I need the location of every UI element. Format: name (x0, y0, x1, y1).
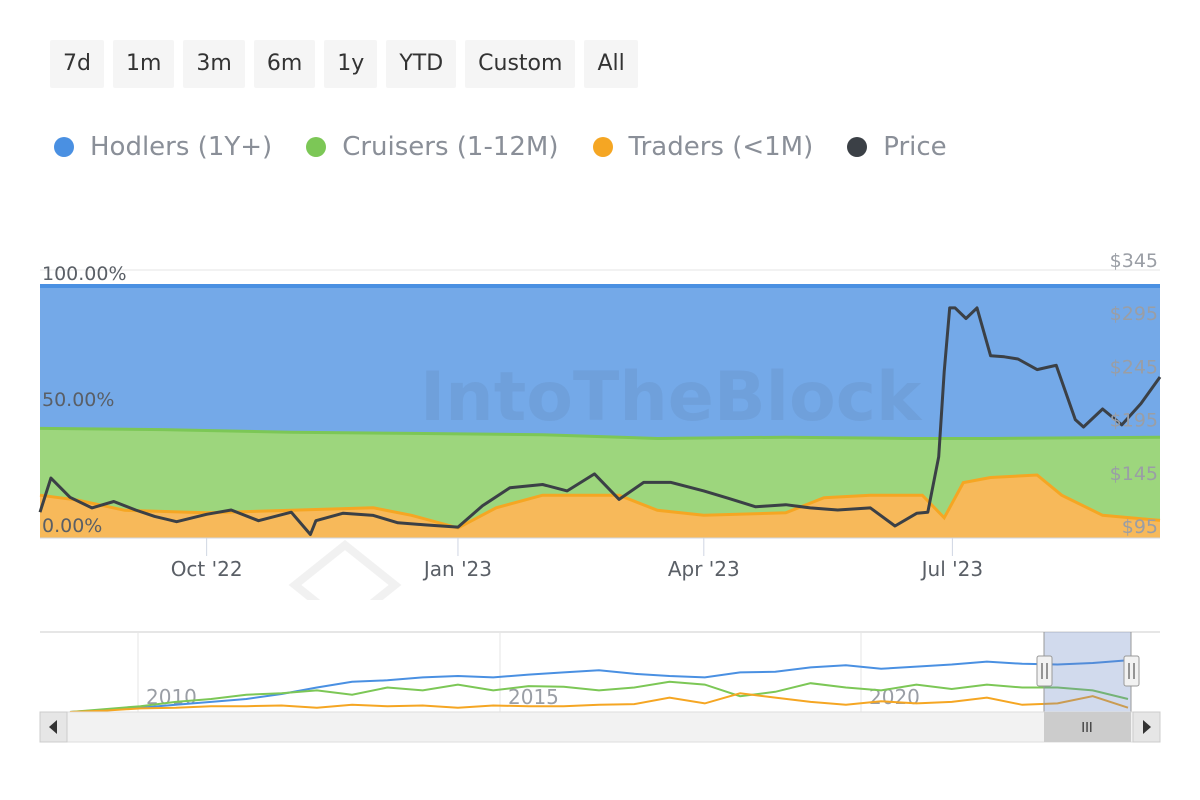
y-left-tick-label: 0.00% (42, 515, 102, 537)
scrollbar-grip: III (1081, 721, 1093, 736)
cruisers-dot-icon (306, 137, 327, 157)
y-left-tick-label: 100.00% (42, 263, 127, 285)
y-right-tick-label: $245 (1110, 356, 1158, 378)
legend-item-price[interactable]: Price (847, 132, 947, 162)
legend-label-traders: Traders (<1M) (628, 132, 814, 162)
price-line (38, 306, 1162, 536)
range-button-1y[interactable]: 1y (324, 40, 378, 88)
navigator-right-handle[interactable] (1123, 655, 1140, 687)
scrollbar: III (39, 711, 1161, 743)
y-right-tick-label: $295 (1110, 303, 1158, 325)
legend-label-price: Price (883, 132, 947, 162)
cruisers-line (39, 426, 1161, 441)
y-left-tick-label: 50.00% (42, 389, 114, 411)
price-dot-icon (847, 137, 868, 157)
legend-item-hodlers[interactable]: Hodlers (1Y+) (54, 132, 272, 162)
navigator-traders-line (69, 692, 1129, 713)
range-button-1m[interactable]: 1m (112, 40, 175, 88)
navigator-left-handle[interactable] (1036, 655, 1053, 687)
navigator-cruisers-line (69, 680, 1129, 713)
legend-item-traders[interactable]: Traders (<1M) (592, 132, 814, 162)
range-button-all[interactable]: All (584, 40, 638, 88)
traders-line (39, 473, 1161, 530)
main-chart[interactable]: IntoTheBlock 100.00% 50.00% 0.00% $345 $295… (0, 240, 1200, 600)
range-button-custom[interactable]: Custom (465, 40, 576, 88)
range-button-7d[interactable]: 7d (50, 40, 104, 88)
traders-area (40, 475, 1160, 538)
arrow-left-icon (49, 720, 57, 734)
watermark: IntoTheBlock (288, 358, 923, 600)
traders-dot-icon (592, 137, 613, 157)
navigator-selection[interactable] (1044, 632, 1131, 712)
x-tick-label: Apr '23 (668, 557, 740, 581)
legend-item-cruisers[interactable]: Cruisers (1-12M) (306, 132, 559, 162)
chart-legend: Hodlers (1Y+) Cruisers (1-12M) Traders (… (54, 132, 947, 162)
scrollbar-thumb[interactable] (1044, 712, 1131, 742)
range-button-ytd[interactable]: YTD (386, 40, 457, 88)
range-button-6m[interactable]: 6m (253, 40, 316, 88)
legend-label-hodlers: Hodlers (1Y+) (90, 132, 273, 162)
watermark-text: IntoTheBlock (420, 358, 923, 437)
scrollbar-track[interactable] (39, 711, 1161, 743)
x-axis: Oct '22 Jan '23 Apr '23 Jul '23 (171, 538, 983, 581)
legend-label-cruisers: Cruisers (1-12M) (342, 132, 559, 162)
y-right-tick-label: $95 (1122, 516, 1158, 538)
x-tick-label: Jul '23 (920, 557, 983, 581)
y-axis-left: 100.00% 50.00% 0.00% (42, 263, 127, 537)
arrow-right-icon (1143, 720, 1151, 734)
navigator-grid: 2010 2015 2020 (137, 632, 920, 712)
y-axis-right: $345 $295 $245 $195 $145 $95 (1110, 250, 1158, 538)
x-tick-label: Jan '23 (422, 557, 492, 581)
y-right-tick-label: $195 (1110, 410, 1158, 432)
navigator[interactable]: 2010 2015 2020 III (0, 620, 1200, 750)
range-button-3m[interactable]: 3m (183, 40, 245, 88)
y-right-tick-label: $345 (1110, 250, 1158, 272)
navigator-hodlers-line (69, 659, 1129, 713)
x-tick-label: Oct '22 (171, 557, 243, 581)
hodlers-dot-icon (54, 137, 74, 157)
y-right-tick-label: $145 (1110, 463, 1158, 485)
watermark-logo-icon (288, 539, 402, 600)
range-selector: 7d 1m 3m 6m 1y YTD Custom All (50, 40, 638, 88)
